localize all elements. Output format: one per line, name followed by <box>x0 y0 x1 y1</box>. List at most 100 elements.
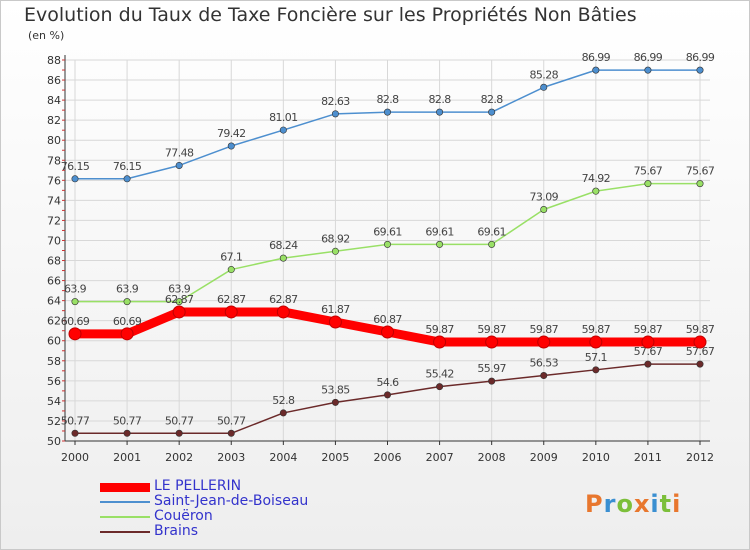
data-point <box>641 335 655 349</box>
data-point <box>331 398 339 406</box>
data-point <box>436 108 444 116</box>
y-tick-label: 68 <box>47 255 61 268</box>
data-point <box>175 298 183 306</box>
logo-letter: t <box>659 490 673 518</box>
data-label: 69.61 <box>425 225 454 238</box>
data-label: 55.97 <box>477 362 506 375</box>
data-point <box>693 335 707 349</box>
data-label: 73.09 <box>530 190 559 203</box>
data-label: 62.87 <box>217 293 246 306</box>
x-tick-label: 2001 <box>113 451 141 464</box>
y-tick-label: 84 <box>47 94 61 107</box>
data-label: 50.77 <box>61 414 90 427</box>
x-tick-label: 2006 <box>374 451 402 464</box>
legend-swatch <box>100 501 150 503</box>
legend-swatch <box>100 531 150 533</box>
data-label: 75.67 <box>686 165 715 178</box>
data-label: 67.1 <box>220 251 242 264</box>
data-point <box>644 360 652 368</box>
data-point <box>488 240 496 248</box>
x-tick-label: 2004 <box>269 451 297 464</box>
data-point <box>488 377 496 385</box>
data-label: 59.87 <box>686 323 715 336</box>
logo-letter: i <box>650 490 660 518</box>
x-tick-label: 2012 <box>686 451 714 464</box>
data-point <box>383 391 391 399</box>
data-point <box>433 335 447 349</box>
x-tick-label: 2003 <box>217 451 245 464</box>
y-tick-label: 78 <box>47 154 61 167</box>
data-point <box>537 335 551 349</box>
data-label: 61.87 <box>321 303 350 316</box>
legend-label: Saint-Jean-de-Boiseau <box>154 493 309 509</box>
data-point <box>227 142 235 150</box>
data-label: 59.87 <box>582 323 611 336</box>
y-tick-label: 66 <box>47 275 61 288</box>
data-point <box>175 429 183 437</box>
data-label: 52.8 <box>272 394 295 407</box>
logo-letter: o <box>616 490 634 518</box>
data-point <box>540 83 548 91</box>
legend-swatch <box>100 483 150 492</box>
data-point <box>331 247 339 255</box>
data-label: 57.67 <box>686 345 715 358</box>
data-point <box>123 298 131 306</box>
data-label: 69.61 <box>477 225 506 238</box>
x-tick-label: 2002 <box>165 451 193 464</box>
data-label: 86.99 <box>634 51 663 64</box>
data-point <box>279 254 287 262</box>
data-label: 62.87 <box>165 293 194 306</box>
data-label: 50.77 <box>113 414 142 427</box>
data-point <box>696 66 704 74</box>
x-tick-label: 2000 <box>61 451 89 464</box>
data-label: 81.01 <box>269 111 298 124</box>
data-point <box>68 327 82 341</box>
data-point <box>436 383 444 391</box>
data-point <box>485 335 499 349</box>
data-point <box>540 372 548 380</box>
data-point <box>383 240 391 248</box>
data-label: 77.48 <box>165 146 194 159</box>
legend-label: Brains <box>154 523 198 539</box>
data-point <box>175 161 183 169</box>
y-tick-label: 86 <box>47 74 61 87</box>
data-label: 68.24 <box>269 239 298 252</box>
data-label: 57.1 <box>585 351 607 364</box>
y-tick-label: 56 <box>47 375 61 388</box>
y-tick-label: 62 <box>47 315 61 328</box>
data-label: 63.9 <box>64 283 87 296</box>
data-label: 55.42 <box>425 368 454 381</box>
data-label: 63.9 <box>168 283 191 296</box>
data-label: 59.87 <box>477 323 506 336</box>
data-label: 60.69 <box>61 315 90 328</box>
data-label: 59.87 <box>634 323 663 336</box>
x-tick-label: 2007 <box>426 451 454 464</box>
data-point <box>644 180 652 188</box>
data-point <box>279 409 287 417</box>
y-tick-label: 70 <box>47 234 61 247</box>
data-label: 57.67 <box>634 345 663 358</box>
data-point <box>71 298 79 306</box>
x-tick-label: 2010 <box>582 451 610 464</box>
data-label: 86.99 <box>582 51 611 64</box>
y-tick-label: 72 <box>47 214 61 227</box>
data-point <box>488 108 496 116</box>
data-label: 69.61 <box>373 225 402 238</box>
data-label: 76.15 <box>61 160 90 173</box>
data-point <box>328 315 342 329</box>
data-label: 53.85 <box>321 383 350 396</box>
x-tick-label: 2005 <box>321 451 349 464</box>
data-point <box>279 126 287 134</box>
data-point <box>123 175 131 183</box>
data-label: 59.87 <box>425 323 454 336</box>
y-tick-label: 54 <box>47 395 61 408</box>
data-point <box>589 335 603 349</box>
data-label: 60.87 <box>373 313 402 326</box>
data-point <box>696 180 704 188</box>
data-label: 54.6 <box>376 376 399 389</box>
chart-title: Evolution du Taux de Taxe Foncière sur l… <box>24 4 637 26</box>
y-tick-label: 60 <box>47 335 61 348</box>
data-point <box>331 110 339 118</box>
data-point <box>436 240 444 248</box>
